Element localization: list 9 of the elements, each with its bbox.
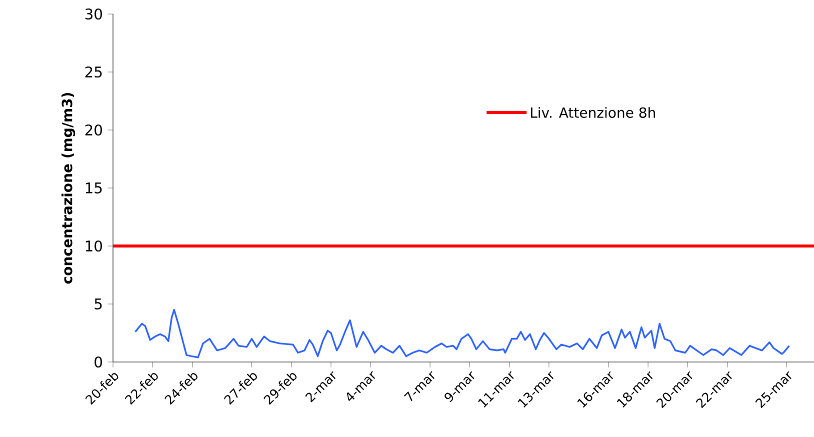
y-axis-title: concentrazione (mg/m3) [62,92,76,284]
y-tick-label: 0 [94,356,102,368]
y-tick-label: 30 [85,8,102,20]
y-tick-label: 20 [85,124,102,136]
y-tick-label: 5 [94,298,102,310]
y-tick-label: 25 [85,66,102,78]
legend-label: Liv. Attenzione 8h [530,107,655,118]
y-tick-label: 10 [86,240,102,252]
y-tick-label: 15 [86,182,102,194]
